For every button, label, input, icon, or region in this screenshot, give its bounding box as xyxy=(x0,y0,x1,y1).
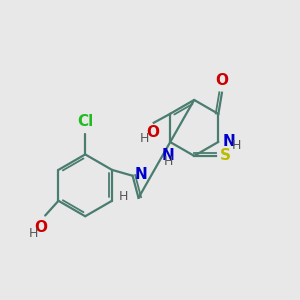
Text: H: H xyxy=(139,132,149,145)
Text: H: H xyxy=(232,139,241,152)
Text: O: O xyxy=(215,73,228,88)
Text: O: O xyxy=(34,220,47,235)
Text: H: H xyxy=(29,227,38,240)
Text: H: H xyxy=(119,190,128,203)
Text: N: N xyxy=(162,148,175,163)
Text: N: N xyxy=(223,134,236,149)
Text: N: N xyxy=(135,167,148,182)
Text: Cl: Cl xyxy=(77,114,93,129)
Text: H: H xyxy=(164,155,173,168)
Text: S: S xyxy=(220,148,231,164)
Text: O: O xyxy=(146,125,159,140)
